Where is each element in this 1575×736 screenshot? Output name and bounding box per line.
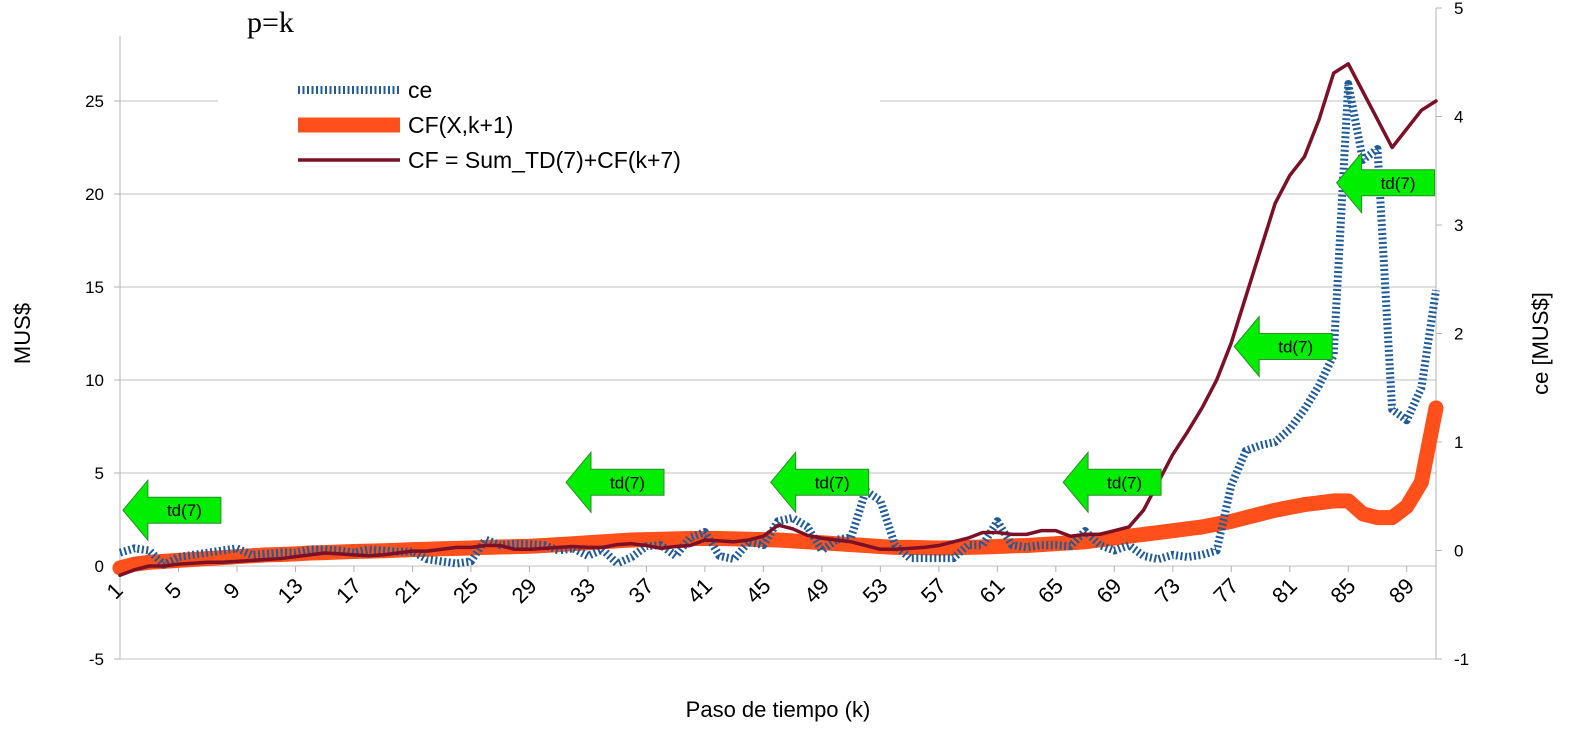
td-arrow-label: td(7) bbox=[1381, 174, 1416, 193]
x-tick-label: 41 bbox=[682, 573, 717, 608]
td-arrow-shape-3 bbox=[1062, 450, 1162, 514]
series-line-2 bbox=[118, 62, 1438, 578]
x-tick-label: 37 bbox=[624, 573, 659, 608]
x-tick-label: 1 bbox=[102, 578, 128, 604]
x-tick-label: 45 bbox=[741, 573, 776, 608]
x-tick-label: 29 bbox=[507, 573, 542, 608]
y2-tick-label: 2 bbox=[1454, 325, 1463, 344]
x-tick-label: 21 bbox=[390, 573, 425, 608]
series-line-0 bbox=[118, 79, 1440, 569]
x-tick-label: 85 bbox=[1325, 573, 1360, 608]
y2-tick-label: 0 bbox=[1454, 542, 1463, 561]
y-tick-label: -5 bbox=[89, 650, 104, 669]
y-tick-label: 0 bbox=[95, 557, 104, 576]
y-tick-label: 10 bbox=[85, 371, 104, 390]
legend-label: ce bbox=[408, 77, 432, 103]
x-tick-label: 49 bbox=[799, 573, 834, 608]
x-tick-label: 5 bbox=[160, 578, 186, 604]
y2-axis-title: ce [MUS$] bbox=[1528, 292, 1553, 395]
x-tick-label: 13 bbox=[273, 573, 308, 608]
td-arrow-shape-0 bbox=[122, 478, 222, 542]
x-tick-label: 77 bbox=[1208, 573, 1243, 608]
td-arrow-shape-4 bbox=[1233, 315, 1333, 378]
y-tick-label: 5 bbox=[95, 464, 104, 483]
x-tick-label: 65 bbox=[1033, 573, 1068, 608]
y2-tick-label: 4 bbox=[1454, 108, 1463, 127]
legend-label: CF(X,k+1) bbox=[408, 112, 513, 138]
td-arrow-label: td(7) bbox=[610, 473, 645, 492]
legend-label: CF = Sum_TD(7)+CF(k+7) bbox=[408, 147, 681, 173]
td-arrow-label: td(7) bbox=[1278, 338, 1313, 357]
td-arrow-label: td(7) bbox=[1107, 473, 1142, 492]
x-tick-label: 53 bbox=[858, 573, 893, 608]
y-axis-title: MUS$ bbox=[10, 303, 35, 364]
td-arrow-shape-2 bbox=[770, 450, 870, 514]
x-tick-label: 89 bbox=[1384, 573, 1419, 608]
td-arrow-shape-1 bbox=[565, 450, 665, 514]
formula-label: p=k bbox=[247, 6, 294, 39]
x-tick-label: 33 bbox=[565, 573, 600, 608]
x-axis-title: Paso de tiempo (k) bbox=[686, 697, 871, 722]
x-tick-label: 69 bbox=[1092, 573, 1127, 608]
td-arrow-label: td(7) bbox=[167, 501, 202, 520]
td-arrow-label: td(7) bbox=[815, 473, 850, 492]
y2-tick-label: 3 bbox=[1454, 216, 1463, 235]
x-tick-label: 9 bbox=[219, 578, 245, 604]
y2-tick-label: -1 bbox=[1454, 650, 1469, 669]
y-tick-label: 20 bbox=[85, 185, 104, 204]
x-tick-label: 73 bbox=[1150, 573, 1185, 608]
y-tick-label: 25 bbox=[85, 92, 104, 111]
y-tick-label: 15 bbox=[85, 278, 104, 297]
x-tick-label: 61 bbox=[975, 573, 1010, 608]
x-tick-label: 25 bbox=[448, 573, 483, 608]
td-arrow-shape-5 bbox=[1335, 151, 1436, 215]
y2-tick-label: 5 bbox=[1454, 0, 1463, 18]
x-tick-label: 57 bbox=[916, 573, 951, 608]
x-tick-label: 81 bbox=[1267, 573, 1302, 608]
x-tick-label: 17 bbox=[331, 573, 366, 608]
y2-tick-label: 1 bbox=[1454, 433, 1463, 452]
